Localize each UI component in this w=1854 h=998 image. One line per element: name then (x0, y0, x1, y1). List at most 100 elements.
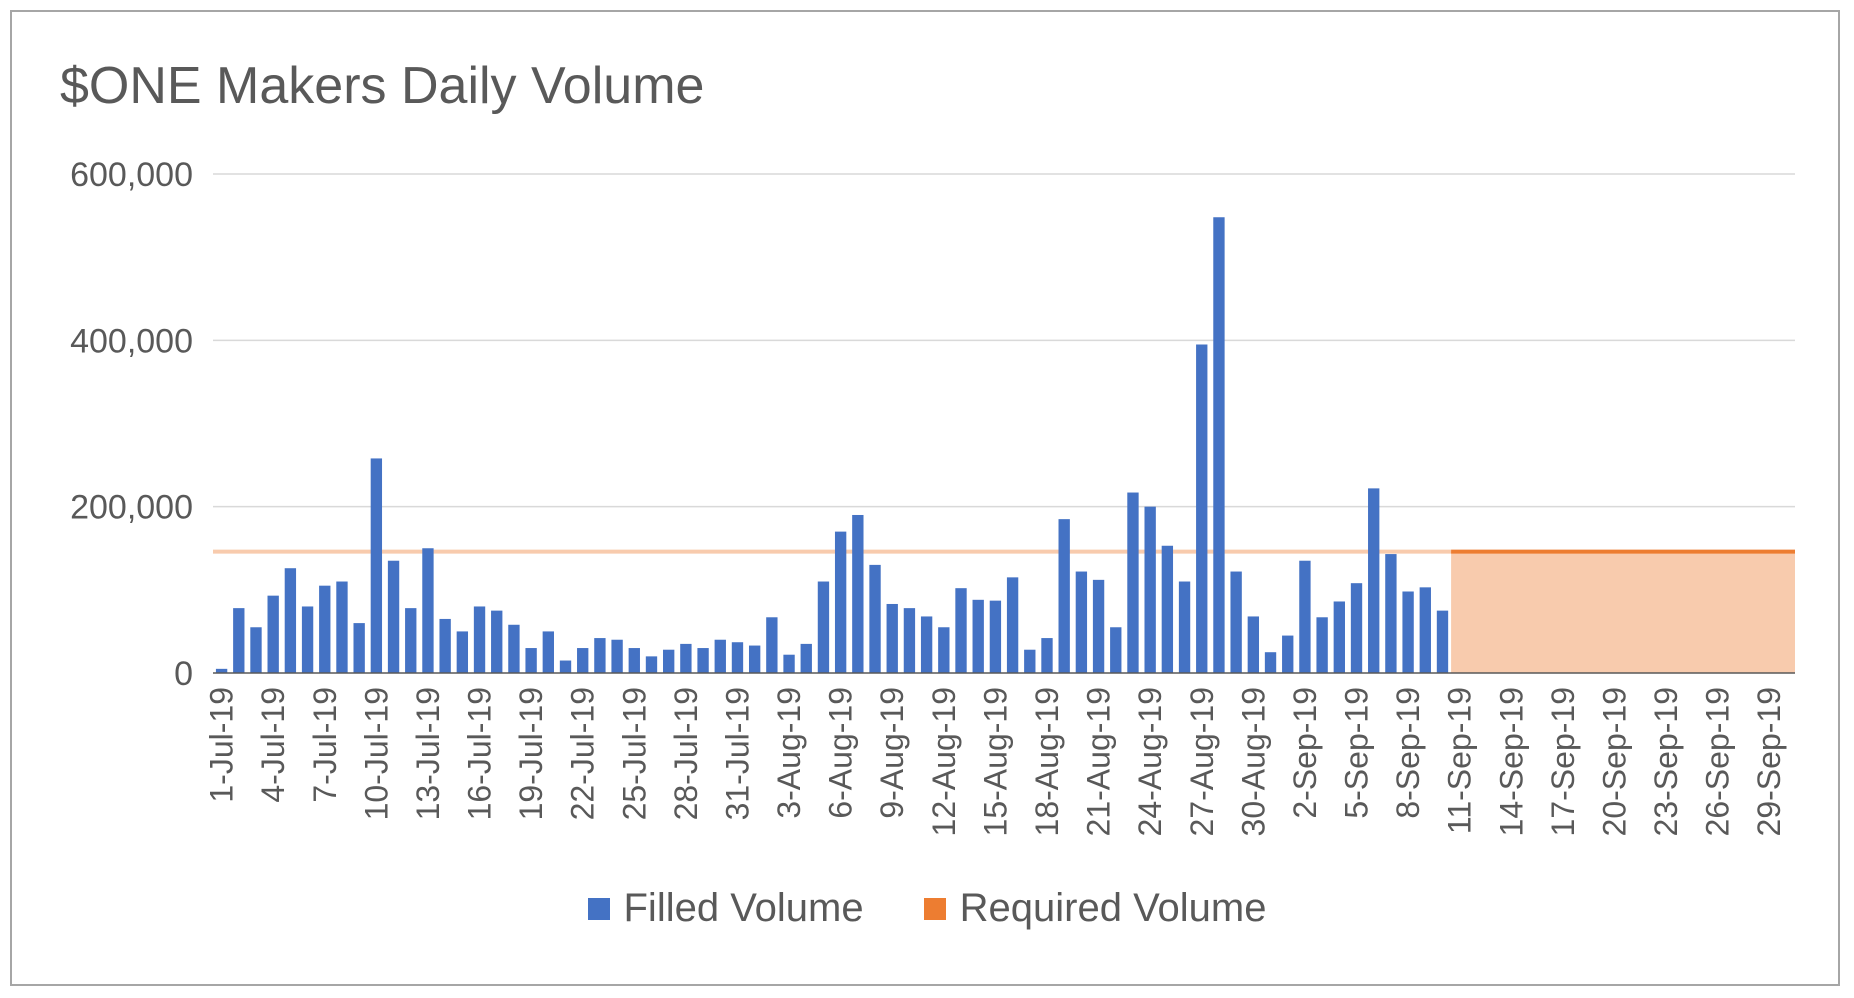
bar-filled-volume (370, 458, 383, 673)
bar-filled-volume (1006, 577, 1019, 673)
x-tick-label: 11-Sep-19 (1442, 687, 1478, 834)
bar-filled-volume (301, 606, 314, 673)
bar-filled-volume (869, 564, 881, 673)
bar-filled-volume (1024, 649, 1036, 673)
bar-filled-volume (1350, 583, 1363, 673)
bar-filled-volume (250, 627, 262, 673)
legend-swatch-filled (587, 897, 610, 920)
bar-filled-volume (1436, 610, 1449, 673)
y-tick-label: 600,000 (70, 156, 193, 194)
bar-filled-volume (989, 600, 1002, 673)
bar-filled-volume (1092, 579, 1105, 673)
bar-filled-volume (886, 603, 898, 673)
bar-filled-volume (1127, 492, 1139, 673)
chart-legend: Filled Volume Required Volume (0, 886, 1854, 931)
x-tick-label: 18-Aug-19 (1029, 687, 1065, 836)
bar-filled-volume (1058, 519, 1070, 673)
bar-filled-volume (456, 631, 469, 673)
bar-filled-volume (473, 606, 486, 673)
x-tick-label: 3-Aug-19 (771, 687, 807, 819)
y-tick-label: 0 (174, 655, 193, 693)
x-tick-label: 15-Aug-19 (977, 687, 1013, 836)
y-tick-label: 400,000 (70, 322, 193, 360)
x-tick-label: 21-Aug-19 (1081, 687, 1117, 836)
bar-filled-volume (387, 560, 400, 673)
bar-filled-volume (267, 595, 279, 673)
legend-item-filled[interactable]: Filled Volume (587, 886, 864, 931)
x-tick-label: 19-Jul-19 (513, 687, 549, 820)
bar-filled-volume (1075, 571, 1088, 673)
x-tick-label: 25-Jul-19 (616, 687, 652, 820)
bar-filled-volume (1213, 217, 1225, 673)
bar-filled-volume (1110, 627, 1122, 673)
bar-filled-volume (1368, 488, 1380, 673)
x-tick-label: 5-Sep-19 (1339, 687, 1375, 819)
x-tick-label: 13-Jul-19 (410, 687, 446, 820)
bar-filled-volume (903, 608, 916, 673)
bar-filled-volume (1299, 560, 1311, 673)
chart-frame (10, 10, 1840, 986)
x-tick-label: 8-Sep-19 (1390, 687, 1426, 819)
legend-swatch-required (923, 897, 946, 920)
bar-filled-volume (800, 643, 812, 673)
bar-filled-volume (748, 645, 761, 673)
bar-filled-volume (559, 660, 572, 673)
bar-filled-volume (1230, 571, 1242, 673)
bar-filled-volume (783, 654, 795, 673)
x-tick-label: 9-Aug-19 (874, 687, 910, 819)
legend-item-required[interactable]: Required Volume (923, 886, 1267, 931)
x-tick-label: 16-Jul-19 (462, 687, 498, 820)
bar-filled-volume (491, 610, 503, 673)
bar-filled-volume (594, 638, 606, 673)
bar-filled-volume (1247, 616, 1260, 673)
bar-filled-volume (697, 648, 709, 673)
bar-filled-volume (938, 627, 950, 673)
bar-filled-volume (972, 599, 984, 673)
bar-filled-volume (1161, 545, 1174, 673)
bar-filled-volume (1041, 638, 1053, 673)
bar-filled-volume (1385, 554, 1397, 673)
bar-filled-volume (439, 618, 451, 673)
bar-filled-volume (508, 624, 520, 673)
bar-filled-volume (542, 631, 554, 673)
bar-filled-volume (714, 639, 726, 673)
bar-filled-volume (1316, 617, 1328, 673)
bar-filled-volume (955, 588, 967, 673)
bar-filled-volume (1144, 506, 1156, 673)
bar-filled-volume (680, 643, 692, 673)
bar-filled-volume (319, 585, 331, 673)
y-tick-label: 200,000 (70, 489, 193, 527)
x-tick-label: 23-Sep-19 (1648, 687, 1684, 836)
bar-filled-volume (1282, 635, 1294, 673)
bar-filled-volume (834, 531, 847, 673)
bar-filled-volume (405, 608, 417, 673)
bar-filled-volume (215, 668, 228, 673)
x-tick-label: 28-Jul-19 (668, 687, 704, 820)
x-tick-label: 20-Sep-19 (1596, 687, 1632, 836)
x-tick-label: 4-Jul-19 (255, 687, 291, 803)
bar-filled-volume (1178, 581, 1191, 673)
bar-filled-volume (920, 616, 933, 673)
x-tick-label: 24-Aug-19 (1132, 687, 1168, 836)
bar-filled-volume (577, 648, 589, 673)
x-tick-label: 31-Jul-19 (719, 687, 755, 820)
legend-label-required: Required Volume (959, 886, 1267, 930)
bar-filled-volume (525, 648, 537, 673)
x-tick-label: 10-Jul-19 (358, 687, 394, 820)
x-tick-label: 6-Aug-19 (823, 687, 859, 819)
x-tick-label: 30-Aug-19 (1235, 687, 1271, 836)
bar-filled-volume (233, 608, 245, 673)
bar-filled-volume (645, 656, 658, 673)
x-tick-label: 1-Jul-19 (204, 687, 240, 803)
x-tick-label: 27-Aug-19 (1184, 687, 1220, 836)
x-tick-label: 22-Jul-19 (565, 687, 601, 820)
bar-filled-volume (1402, 591, 1414, 673)
x-tick-label: 2-Sep-19 (1287, 687, 1323, 819)
legend-label-filled: Filled Volume (623, 886, 864, 930)
bar-filled-volume (284, 568, 297, 673)
bar-filled-volume (422, 548, 434, 673)
bar-filled-volume (353, 623, 365, 673)
bar-filled-volume (852, 514, 864, 673)
bar-filled-volume (1264, 652, 1277, 673)
